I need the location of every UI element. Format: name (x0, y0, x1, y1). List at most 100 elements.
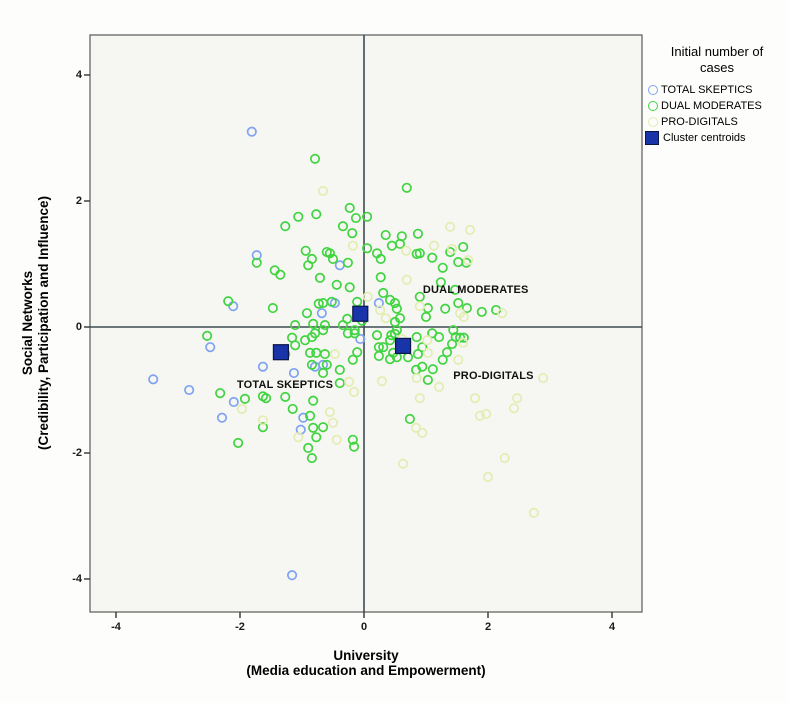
data-point (347, 240, 358, 251)
data-point (257, 361, 268, 372)
x-axis-title-line1: University (333, 648, 399, 663)
legend-item-label: PRO-DIGITALS (661, 116, 738, 128)
data-point (362, 291, 373, 302)
data-point (422, 335, 433, 346)
data-point (318, 298, 329, 309)
data-point (280, 391, 291, 402)
data-point (412, 349, 423, 360)
data-point (420, 311, 432, 322)
data-point (461, 303, 472, 314)
data-point (308, 395, 319, 406)
y-axis-title-line1: Social Networks (20, 270, 35, 376)
data-point (314, 272, 326, 283)
data-point (344, 282, 355, 293)
data-point (308, 318, 319, 329)
x-axis-title: University (Media education and Empowerm… (160, 648, 572, 678)
data-point (184, 384, 195, 396)
data-point (362, 211, 373, 222)
data-point (401, 245, 412, 256)
data-point (414, 248, 425, 259)
data-point (445, 221, 456, 232)
data-point (257, 391, 268, 402)
data-point (499, 452, 510, 464)
data-point (482, 471, 494, 482)
data-point (464, 224, 476, 236)
data-point (446, 243, 458, 254)
data-point (303, 260, 314, 271)
data-point (398, 458, 409, 469)
data-point (318, 422, 329, 433)
y-tick-label: 4 (75, 69, 82, 81)
data-point (318, 185, 329, 196)
data-point (362, 243, 373, 254)
data-point (463, 255, 474, 266)
cluster-label: DUAL MODERATES (422, 283, 529, 296)
legend-circle-swatch-icon (648, 85, 658, 95)
data-point (528, 507, 539, 518)
data-point (414, 301, 425, 312)
data-point (442, 347, 453, 358)
data-point (293, 432, 304, 443)
data-point (269, 265, 280, 276)
data-point (384, 294, 396, 305)
data-point (257, 422, 268, 433)
data-point (401, 274, 412, 285)
data-point (311, 432, 322, 443)
legend-item: PRO-DIGITALS (648, 115, 786, 129)
y-tick-label: -4 (72, 573, 82, 585)
legend: Initial number of cases TOTAL SKEPTICS DU… (645, 44, 786, 147)
data-point (476, 306, 487, 317)
data-point (427, 252, 438, 263)
data-point (481, 408, 492, 419)
data-point (458, 337, 469, 348)
data-point (308, 422, 319, 433)
data-point (344, 376, 355, 387)
data-point (293, 211, 304, 222)
data-point (288, 367, 299, 379)
data-point (422, 347, 433, 358)
legend-item-label: Cluster centroids (663, 132, 746, 144)
data-point (301, 308, 313, 319)
data-point (216, 412, 228, 423)
data-point (453, 298, 464, 309)
legend-title: Initial number of cases (648, 44, 786, 76)
data-point (337, 320, 348, 331)
data-point (287, 403, 298, 414)
data-point (437, 262, 448, 273)
data-point (435, 277, 446, 288)
data-point (300, 245, 311, 256)
data-point (458, 332, 469, 343)
y-tick-label: -2 (72, 447, 82, 459)
data-point (378, 342, 389, 353)
data-point (148, 374, 159, 385)
data-point (331, 434, 342, 445)
data-point (355, 333, 366, 345)
data-point (508, 403, 520, 414)
centroid-marker (272, 344, 290, 361)
data-point (347, 434, 358, 445)
y-tick-label: 2 (75, 195, 82, 207)
data-point (246, 126, 257, 137)
data-point (347, 354, 358, 365)
data-point (349, 328, 360, 339)
data-point (461, 257, 472, 268)
data-point (334, 364, 345, 375)
data-point (384, 354, 396, 365)
data-point (404, 413, 415, 425)
data-point (349, 325, 360, 336)
data-point (267, 303, 278, 314)
data-point (205, 342, 216, 353)
data-point (347, 228, 358, 239)
data-point (401, 182, 412, 193)
data-point (327, 253, 339, 265)
y-axis-title-line2: (Credibility, Participation and Influenc… (36, 195, 51, 451)
data-point (334, 378, 345, 389)
data-point (411, 332, 422, 343)
data-point (414, 393, 425, 404)
data-point (391, 303, 402, 314)
data-point (316, 308, 327, 319)
data-point (324, 406, 335, 418)
data-point (417, 342, 428, 353)
